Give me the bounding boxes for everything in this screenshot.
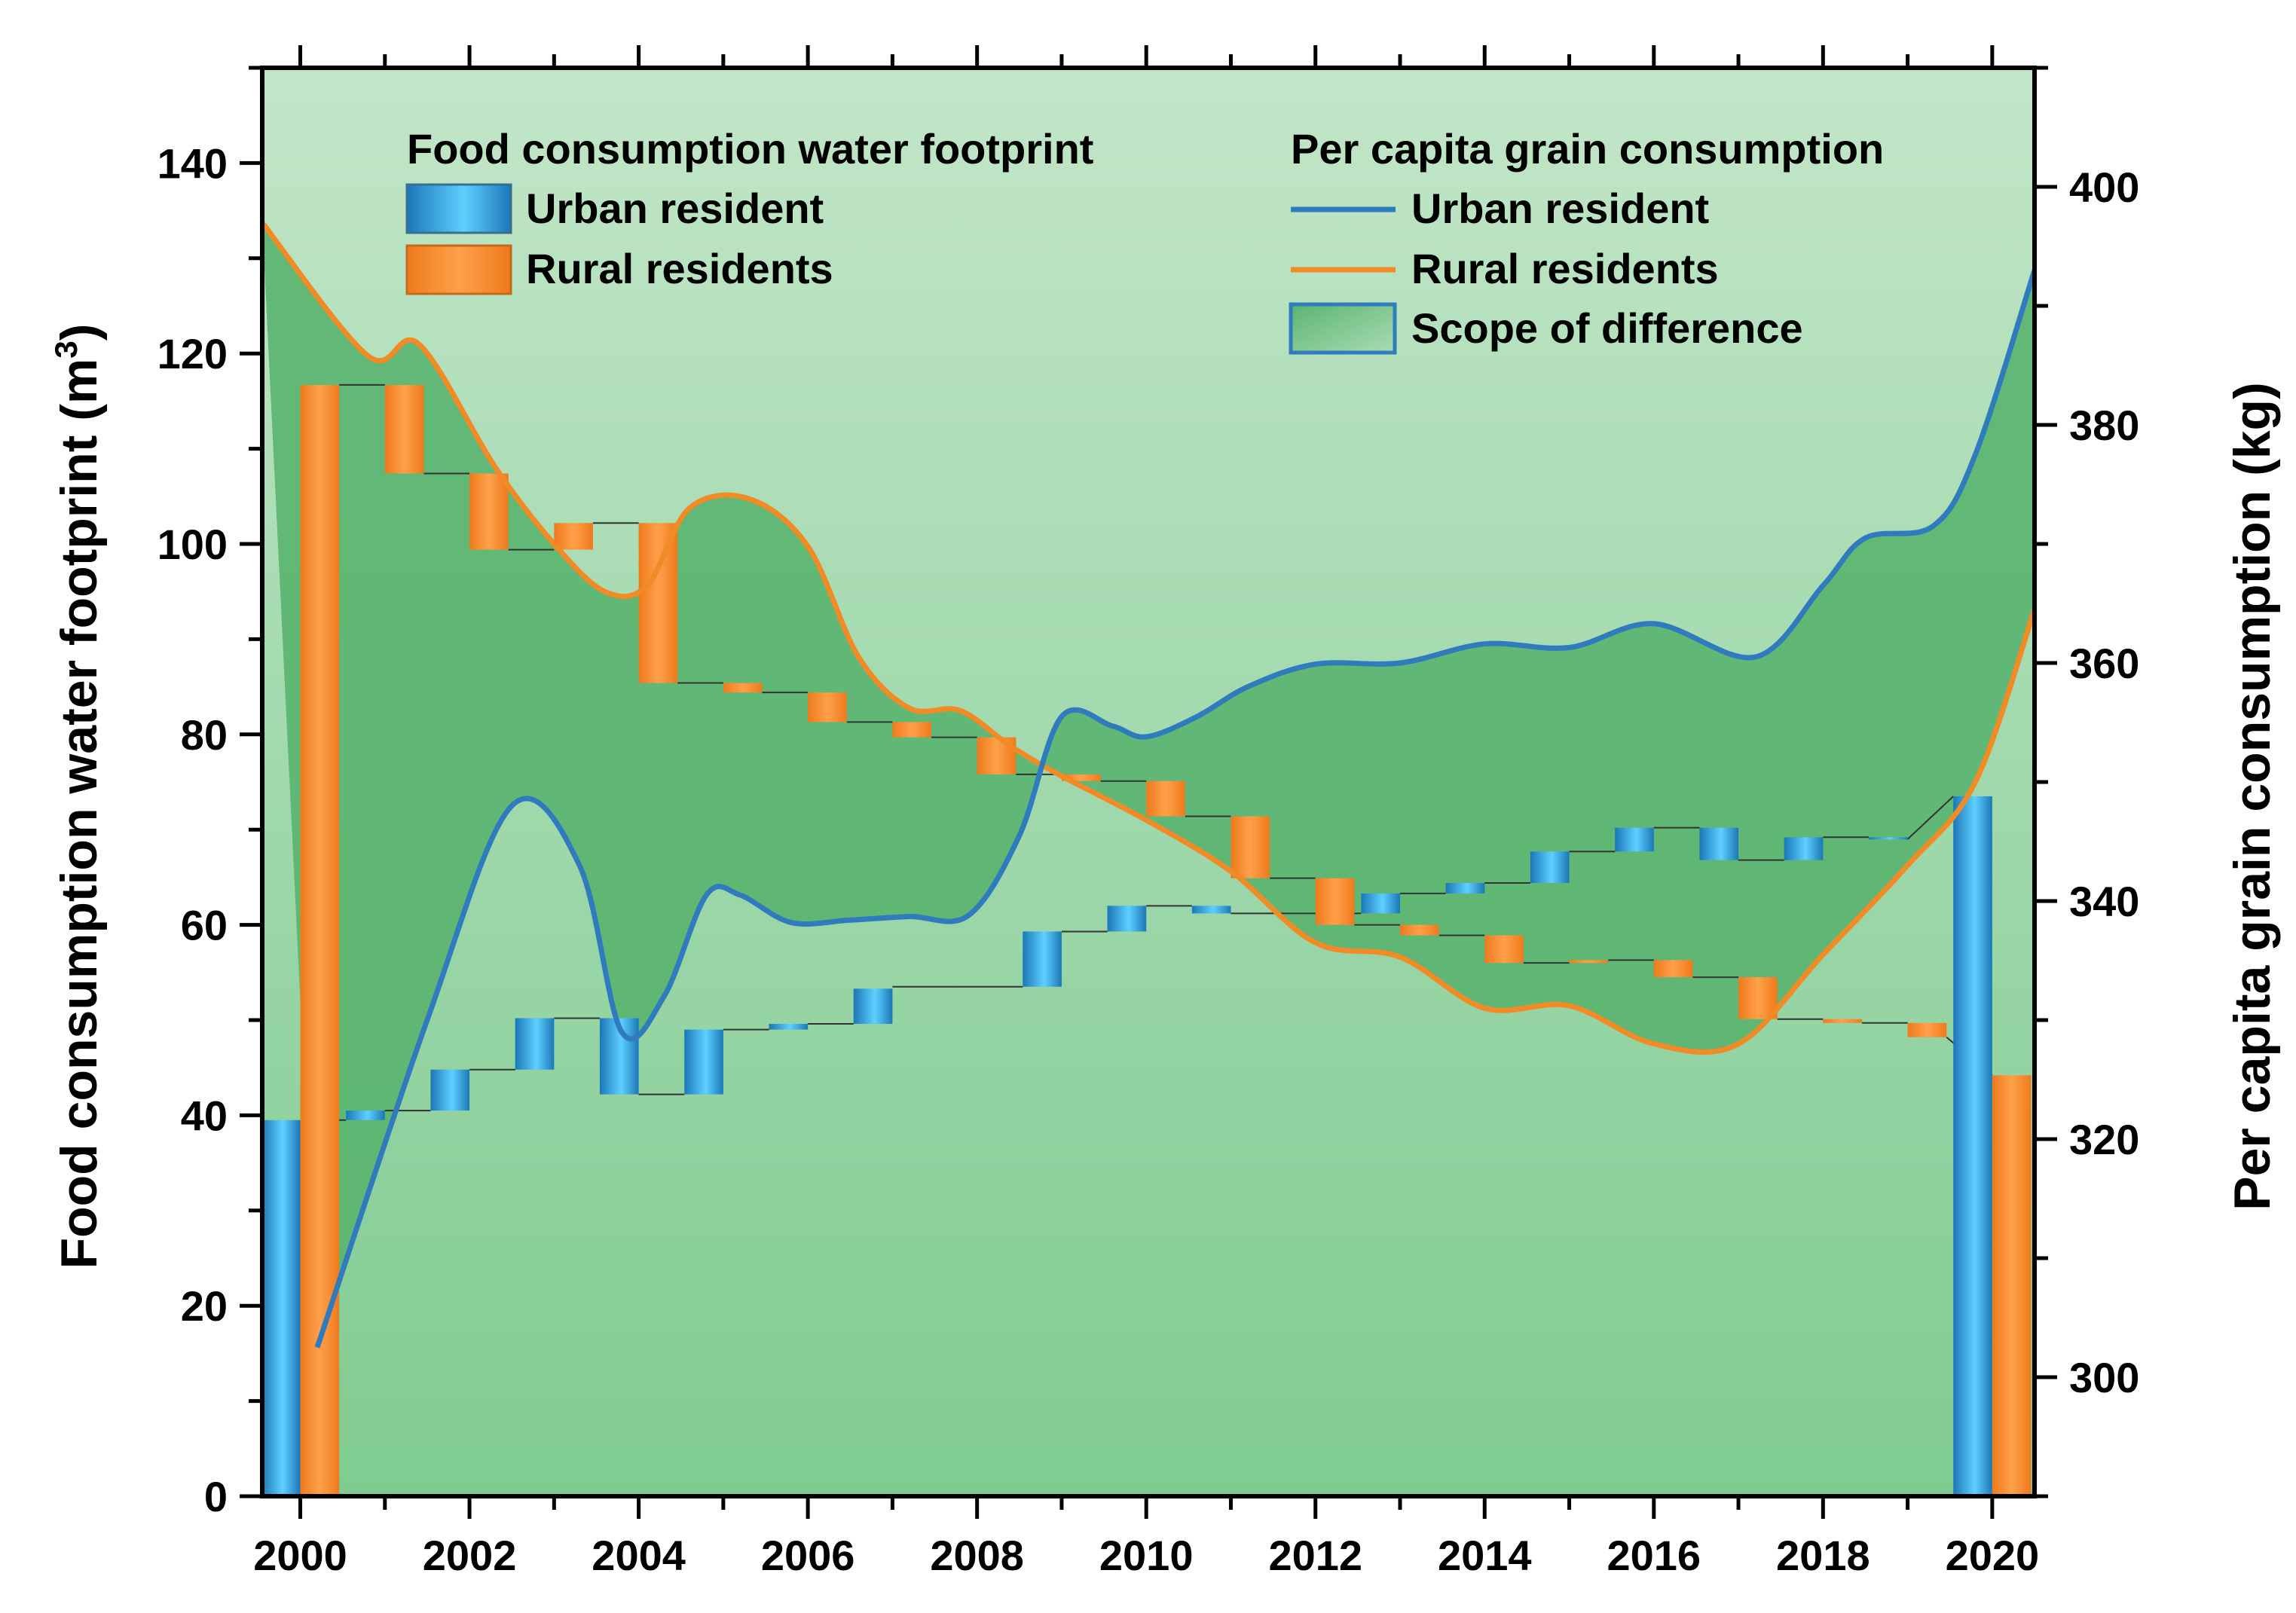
urban-bar-2013 [1361,893,1400,914]
urban-bar-2002 [430,1069,470,1111]
legend-difference-swatch [1289,302,1397,355]
rural-bar-2019 [1907,1022,1947,1037]
y-left-tick-label-20: 20 [181,1282,228,1330]
legend-right-heading: Per capita grain consumption [1291,125,1884,173]
urban-bar-2018 [1784,837,1824,860]
x-tick-label-2018: 2018 [1776,1532,1870,1579]
y-left-tick-label-40: 40 [181,1092,228,1139]
y-right-tick-label-340: 340 [2069,878,2139,925]
y-right-tick-label-380: 380 [2069,402,2139,449]
rural-bar-2016 [1653,960,1693,978]
x-tick-label-2012: 2012 [1268,1532,1362,1579]
rural-bar-2003 [554,523,593,550]
legend-urban-bar-label: Urban resident [526,185,824,232]
rural-bar-2015 [1569,960,1609,964]
urban-bar-2003 [515,1018,555,1070]
rural-grain-line [262,221,2035,1055]
rural-bar-2009 [1061,774,1101,781]
urban-bar-2014 [1445,882,1485,894]
rural-bar-2000 [300,384,340,1496]
urban-grain-line [314,269,2035,1349]
urban-water-footprint-bars [261,796,1992,1496]
x-tick-label-2020: 2020 [1946,1532,2040,1579]
rural-bar-2011 [1231,816,1270,878]
legend-rural-bar-label: Rural residents [526,245,833,292]
legend-urban-line-label: Urban resident [1411,185,1709,232]
urban-bar-2005 [684,1029,723,1095]
urban-bar-2000 [261,1120,301,1496]
x-tick-label-2004: 2004 [592,1532,686,1579]
y-right-tick-label-320: 320 [2069,1116,2139,1163]
legend-difference-label: Scope of difference [1411,304,1803,352]
urban-bar-2010 [1107,906,1147,932]
y-left-tick-label-140: 140 [157,139,228,187]
axis-tick-labels: 2000 2002 2004 2006 2008 2010 2012 2014 2016 2018… [157,139,2140,1579]
rural-bar-2013 [1399,924,1439,936]
axis-ticks [240,45,2057,1519]
x-tick-label-2014: 2014 [1438,1532,1532,1579]
y-left-title-main: Food consumption water footprint (m [50,359,108,1269]
legend: Food consumption water footprint Urban r… [405,125,1884,355]
x-tick-label-2008: 2008 [930,1532,1024,1579]
rural-bar-2006 [808,692,847,722]
legend-rural-line-label: Rural residents [1411,245,1719,292]
y-right-tick-label-400: 400 [2069,163,2139,211]
legend-rural-bar-swatch [405,244,512,295]
urban-bar-2019 [1868,837,1908,840]
urban-bar-2017 [1699,827,1739,860]
urban-bar-2016 [1615,827,1654,852]
y-left-tick-label-120: 120 [157,330,228,377]
x-tick-label-2000: 2000 [253,1532,347,1579]
y-left-tick-label-0: 0 [204,1473,228,1520]
urban-bar-2001 [346,1110,385,1120]
urban-bar-2020 [1953,796,1992,1496]
y-left-title-suffix: ) [50,324,108,341]
y-left-title-superscript: 3 [48,341,84,358]
x-tick-label-2010: 2010 [1099,1532,1194,1579]
rural-bar-2017 [1738,977,1778,1019]
rural-bar-2004 [638,523,678,683]
y-right-tick-label-360: 360 [2069,640,2139,687]
y-left-tick-label-100: 100 [157,521,228,568]
rural-bar-2007 [892,722,932,738]
y-axis-right-title: Per capita grain consumption (kg) [2224,382,2281,1211]
x-tick-label-2006: 2006 [761,1532,855,1579]
x-tick-label-2016: 2016 [1607,1532,1701,1579]
urban-bar-2015 [1530,851,1570,883]
legend-urban-bar-swatch [405,183,512,234]
rural-bar-2010 [1146,781,1185,817]
x-tick-label-2002: 2002 [423,1532,517,1579]
rural-bar-2020 [1992,1075,2032,1496]
rural-bar-2005 [723,683,763,693]
urban-connector-2020 [1906,796,1954,840]
y-left-tick-label-60: 60 [181,902,228,949]
y-right-tick-label-300: 300 [2069,1354,2139,1401]
urban-bar-2011 [1191,906,1231,914]
urban-bar-2009 [1023,931,1062,987]
y-left-tick-label-80: 80 [181,711,228,759]
rural-bar-2012 [1315,878,1355,925]
urban-bar-2007 [853,988,893,1025]
rural-bar-2002 [469,473,509,550]
legend-left-heading: Food consumption water footprint [407,125,1093,173]
rural-water-footprint-bars [300,384,2032,1496]
rural-bar-2014 [1484,935,1524,964]
urban-bar-2006 [769,1024,809,1030]
rural-bar-2018 [1823,1019,1862,1023]
grain-consumption-lines [262,221,2035,1349]
y-axis-left-title: Food consumption water footprint (m3) [48,324,108,1269]
rural-bar-2001 [384,384,424,474]
